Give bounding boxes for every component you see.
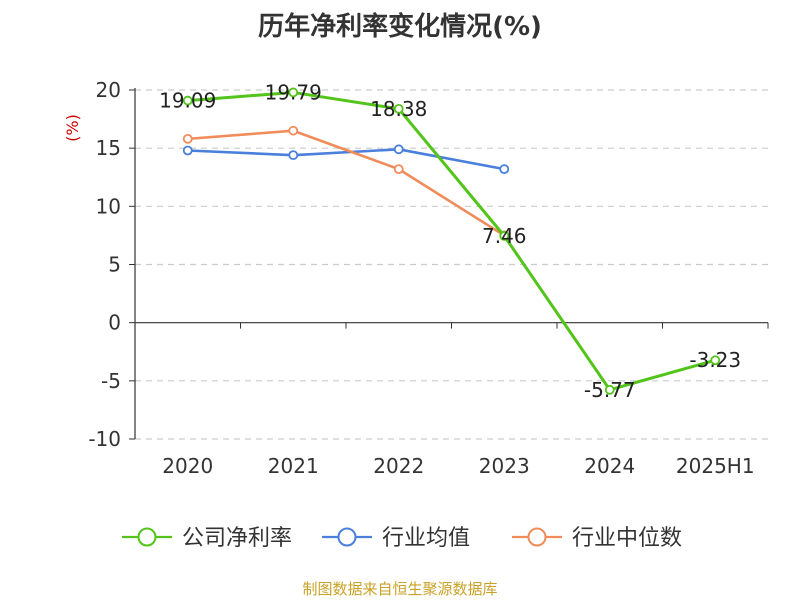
data-label: 18.38	[370, 97, 427, 121]
data-label: 7.46	[482, 224, 527, 248]
data-point	[288, 87, 299, 98]
data-point	[604, 384, 615, 395]
x-tick-label: 2023	[479, 454, 530, 478]
legend-label: 行业均值	[382, 526, 470, 551]
x-tick-label: 2024	[584, 454, 635, 478]
y-tick-label: 20	[96, 78, 121, 102]
data-labels: 19.09 19.79 18.38 7.46 -5.77 -3.23	[159, 80, 741, 401]
data-point	[288, 150, 299, 161]
chart-title: 历年净利率变化情况(%)	[258, 12, 542, 42]
data-point	[393, 144, 404, 155]
source-note: 制图数据来自恒生聚源数据库	[302, 580, 498, 598]
data-point	[499, 164, 510, 175]
legend-marker	[337, 527, 357, 547]
data-point	[182, 133, 193, 144]
data-point	[393, 164, 404, 175]
y-tick-label: -10	[88, 427, 121, 451]
legend-label: 公司净利率	[182, 526, 292, 551]
data-point	[182, 145, 193, 156]
data-point	[710, 355, 721, 366]
data-label: -5.77	[584, 378, 636, 402]
x-tick-label: 2022	[373, 454, 424, 478]
y-tick-label: 0	[108, 311, 121, 335]
data-point	[288, 125, 299, 136]
data-label: -3.23	[689, 348, 741, 372]
legend-marker	[527, 527, 547, 547]
y-tick-label: 10	[96, 194, 121, 218]
y-axis-label: (%)	[63, 114, 82, 142]
data-point	[182, 95, 193, 106]
y-tick-label: 5	[108, 253, 121, 277]
x-tick-label: 2020	[162, 454, 213, 478]
legend: 公司净利率 行业均值 行业中位数	[122, 526, 682, 551]
data-label: 19.79	[265, 80, 322, 104]
series-lines	[182, 87, 721, 395]
x-tick-label: 2025H1	[676, 454, 755, 478]
y-tick-label: -5	[101, 369, 121, 393]
axes: 20 15 10 5 0 -5 -10 2020 2021 2022 2023 2024 2025H1 (…	[63, 78, 769, 478]
data-point	[499, 230, 510, 241]
series-line	[187, 90, 716, 392]
x-tick-label: 2021	[268, 454, 319, 478]
legend-label: 行业中位数	[572, 526, 682, 551]
data-point	[393, 103, 404, 114]
series-line	[187, 148, 505, 171]
gridlines	[135, 89, 768, 440]
legend-marker	[137, 527, 157, 547]
data-label: 19.09	[159, 89, 216, 113]
series-line	[187, 129, 505, 237]
y-tick-label: 15	[96, 136, 121, 160]
